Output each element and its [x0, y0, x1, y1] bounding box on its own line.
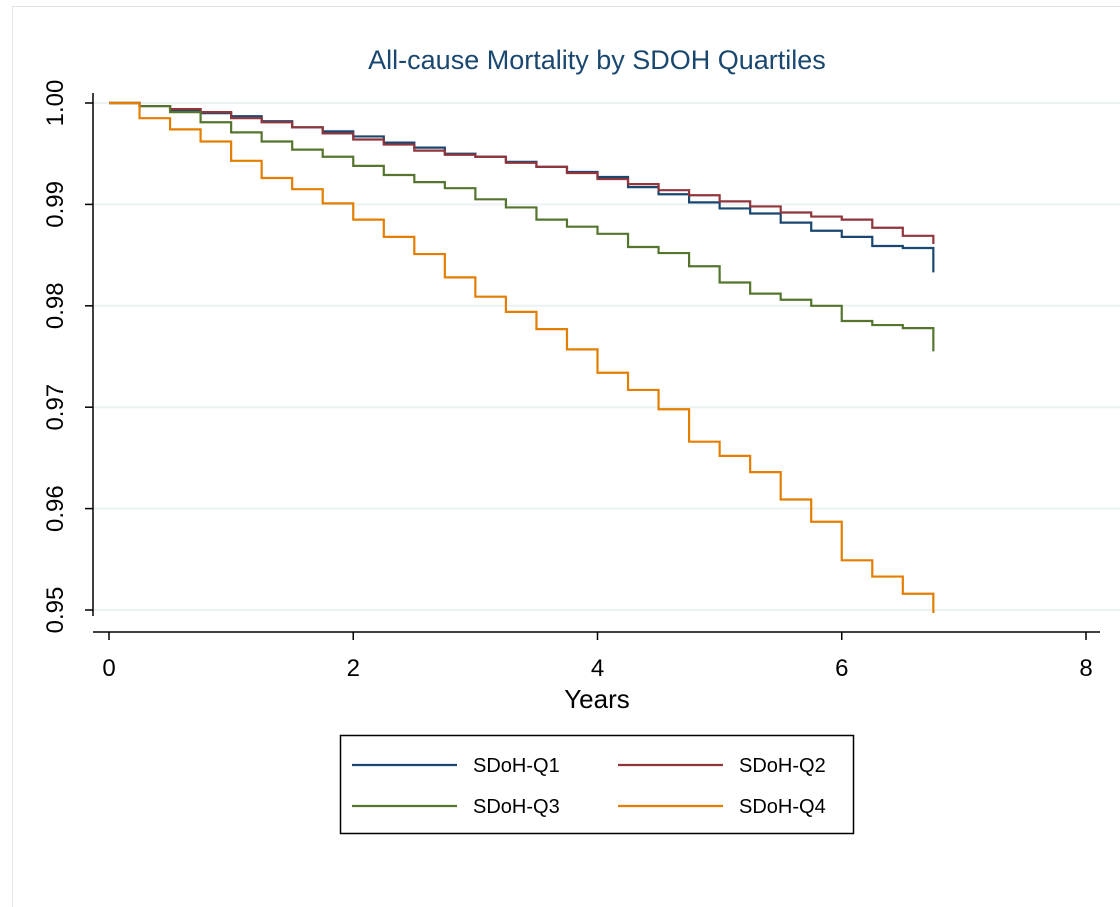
- y-tick-label: 0.96: [42, 485, 69, 532]
- y-tick-label: 0.97: [42, 384, 69, 431]
- chart-title: All-cause Mortality by SDOH Quartiles: [368, 45, 826, 75]
- legend-label: SDoH-Q4: [739, 796, 826, 818]
- series-line-sdoh-q2: [109, 101, 935, 244]
- x-tick-label: 2: [347, 655, 360, 682]
- y-tick-label: 0.95: [42, 587, 69, 634]
- x-axis-title: Years: [564, 684, 630, 714]
- y-tick-label: 1.00: [42, 80, 69, 127]
- y-tick-label: 0.99: [42, 181, 69, 228]
- series-line-sdoh-q4: [109, 101, 935, 614]
- legend-label: SDoH-Q3: [473, 796, 560, 818]
- legend-label: SDoH-Q2: [739, 755, 826, 777]
- grid-lines: [93, 102, 1120, 611]
- legend: SDoH-Q1 SDoH-Q2 SDoH-Q3 SDoH-Q4: [339, 734, 855, 835]
- x-tick-label: 6: [835, 655, 848, 682]
- x-tick-label: 8: [1079, 655, 1092, 682]
- y-tick-label: 0.98: [42, 282, 69, 329]
- legend-box: [339, 734, 855, 835]
- chart-border: [12, 6, 1120, 907]
- legend-label: SDoH-Q1: [473, 755, 560, 777]
- series-line-sdoh-q3: [109, 101, 935, 352]
- series-line-sdoh-q1: [109, 101, 935, 273]
- x-tick-label: 4: [591, 655, 604, 682]
- axes: 0.95 0.96 0.97 0.98 0.99 1.00 0 2 4 6 8: [42, 80, 1100, 682]
- x-tick-label: 0: [102, 655, 115, 682]
- series-lines: [109, 101, 935, 614]
